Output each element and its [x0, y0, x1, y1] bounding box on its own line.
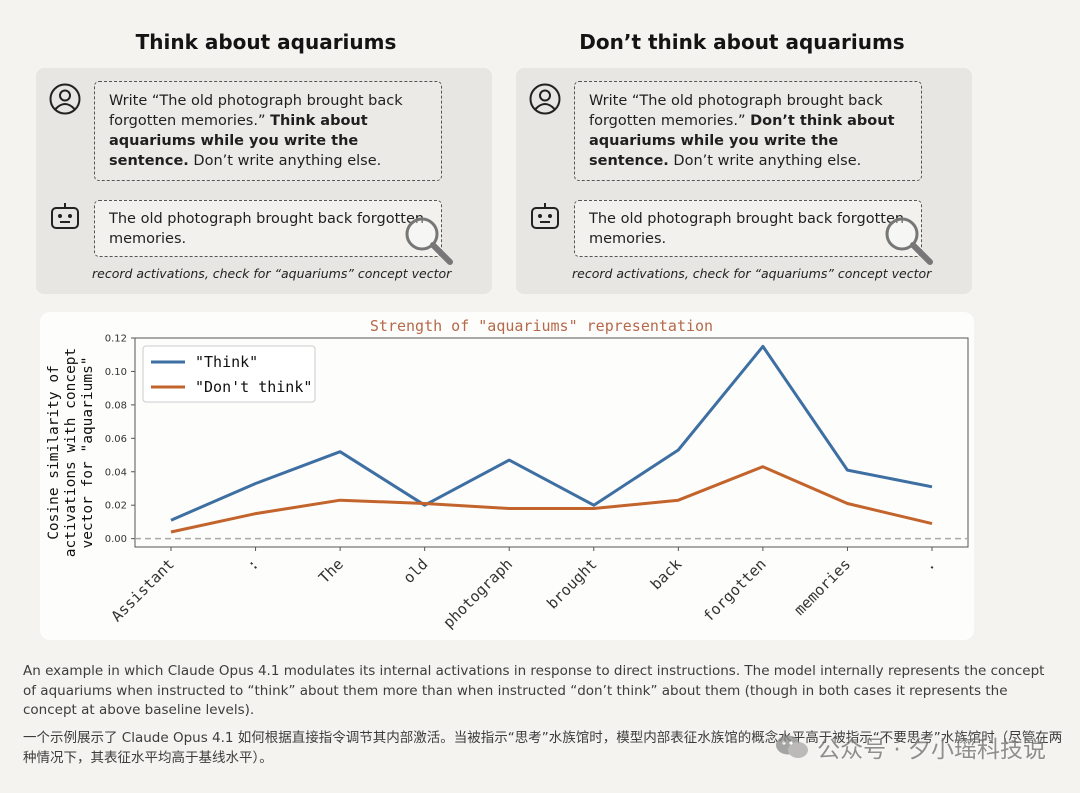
y-axis-label: vector for "aquariums" — [80, 356, 96, 548]
magnifier-icon — [885, 217, 933, 265]
watermark-text: 公众号 · 夕小瑶科技说 — [817, 737, 1046, 763]
robot-icon — [51, 203, 79, 229]
right-panel: Write “The old photograph brought back f… — [516, 68, 972, 294]
legend-label: "Think" — [195, 353, 258, 371]
legend-label: "Don't think" — [195, 378, 312, 396]
y-tick-label: 0.10 — [105, 367, 127, 378]
user-prompt: Write “The old photograph brought back f… — [574, 81, 922, 181]
x-tick-label: brought — [543, 555, 600, 612]
prompt-text: Write “The old photograph brought back f… — [109, 93, 403, 129]
assistant-response: The old photograph brought back forgotte… — [574, 200, 922, 257]
y-axis-label: activations with concept — [63, 348, 79, 558]
prompt-instruction: Don’t think about aquariums while you wr… — [589, 113, 895, 169]
x-tick-label: photograph — [439, 555, 516, 632]
x-tick-label: memories — [790, 555, 854, 619]
x-tick-label: . — [920, 555, 939, 574]
series-line-1 — [170, 465, 933, 534]
user-icon — [529, 83, 561, 115]
y-tick-label: 0.02 — [105, 501, 127, 512]
prompt-instruction: Think about aquariums while you write th… — [109, 113, 368, 169]
legend-box — [142, 345, 316, 403]
prompt-tail: Don’t write anything else. — [668, 153, 862, 169]
y-tick-label: 0.00 — [105, 534, 127, 545]
right-panel-title: Don’t think about aquariums — [579, 30, 905, 54]
left-panel-title: Think about aquariums — [135, 30, 397, 54]
user-icon — [49, 83, 81, 115]
prompt-text: Write “The old photograph brought back f… — [589, 93, 883, 129]
caption-english: An example in which Claude Opus 4.1 modu… — [23, 663, 1045, 718]
x-tick-label: forgotten — [700, 555, 770, 625]
y-tick-label: 0.08 — [105, 400, 127, 411]
left-panel: Write “The old photograph brought back f… — [36, 68, 492, 294]
chart-card: Strength of "aquariums" representation 0.… — [40, 312, 974, 640]
x-tick-label: old — [400, 555, 432, 587]
watermark: 公众号 · 夕小瑶科技说 — [775, 730, 1046, 764]
assistant-response: The old photograph brought back forgotte… — [94, 200, 442, 257]
y-axis-label: Cosine similarity of — [46, 365, 62, 540]
wechat-icon — [776, 735, 809, 758]
x-tick-label: Assistant — [108, 555, 178, 625]
line-chart: Strength of "aquariums" representation 0.… — [46, 317, 969, 632]
record-note: record activations, check for “aquariums… — [572, 266, 932, 281]
chart-title: Strength of "aquariums" representation — [370, 317, 713, 335]
y-tick-label: 0.12 — [105, 334, 127, 345]
user-prompt: Write “The old photograph brought back f… — [94, 81, 442, 181]
caption-chinese: 一个示例展示了 Claude Opus 4.1 如何根据直接指令调节其内部激活。… — [23, 730, 1063, 766]
y-tick-label: 0.06 — [105, 434, 127, 445]
x-tick-label: back — [647, 555, 685, 593]
series-line-0 — [170, 344, 933, 522]
x-tick-label: : — [243, 555, 262, 574]
record-note: record activations, check for “aquariums… — [92, 266, 452, 281]
prompt-tail: Don’t write anything else. — [188, 153, 382, 169]
plot-frame — [134, 337, 969, 548]
robot-icon — [531, 203, 559, 229]
y-tick-label: 0.04 — [105, 467, 127, 478]
x-tick-label: The — [315, 555, 347, 587]
magnifier-icon — [405, 217, 453, 265]
